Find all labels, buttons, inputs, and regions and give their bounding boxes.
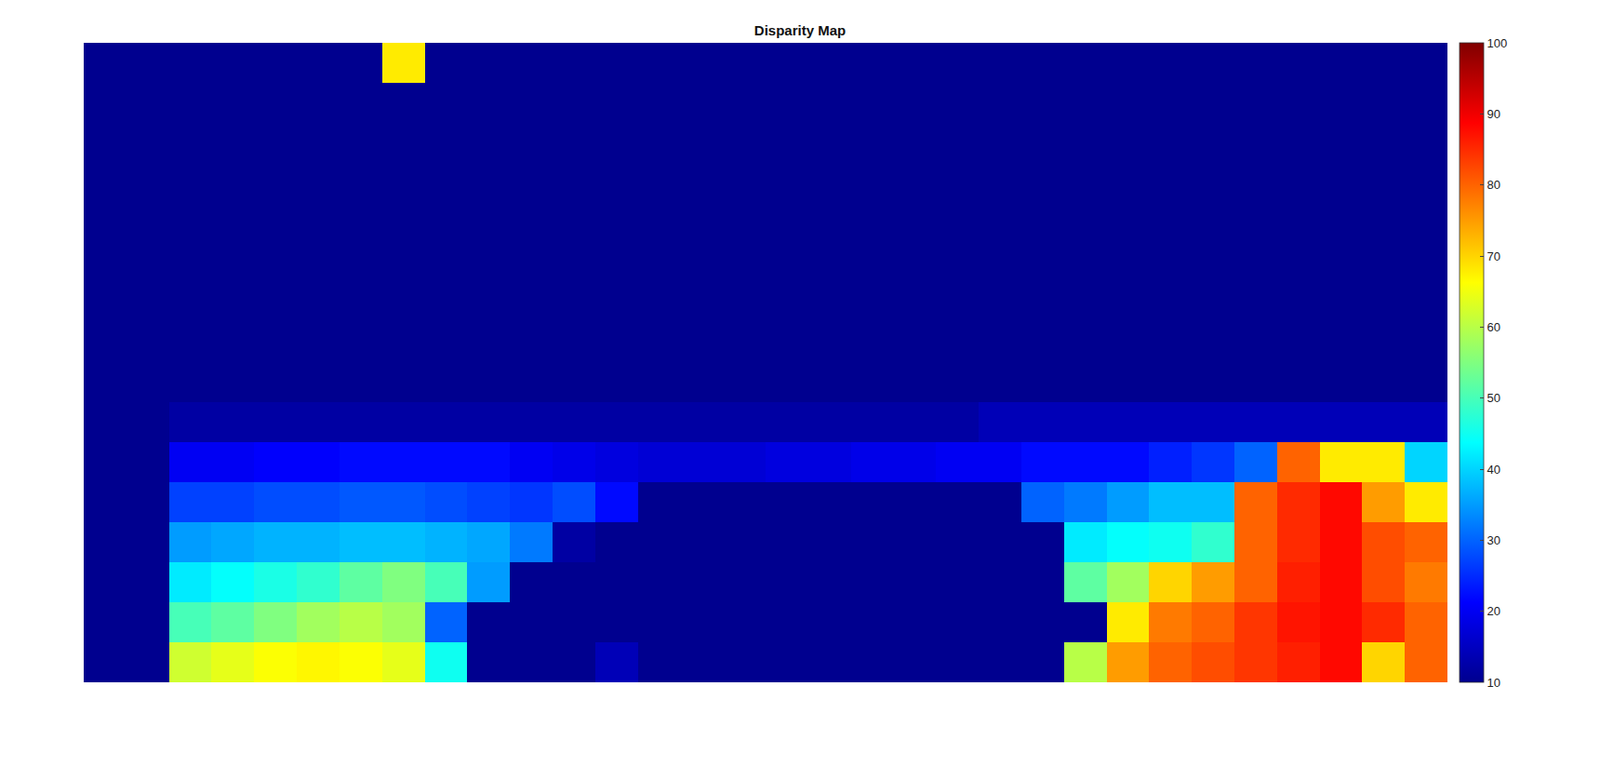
svg-text:30: 30 xyxy=(1487,533,1501,547)
svg-text:10: 10 xyxy=(1487,675,1501,690)
svg-text:20: 20 xyxy=(1487,603,1501,618)
svg-text:100: 100 xyxy=(1487,36,1508,51)
svg-text:70: 70 xyxy=(1487,249,1501,264)
svg-text:40: 40 xyxy=(1487,462,1501,477)
svg-text:80: 80 xyxy=(1487,177,1501,192)
svg-text:90: 90 xyxy=(1487,106,1501,121)
svg-text:Disparity Map: Disparity Map xyxy=(754,22,846,39)
svg-text:60: 60 xyxy=(1487,320,1501,334)
svg-text:50: 50 xyxy=(1487,390,1501,405)
